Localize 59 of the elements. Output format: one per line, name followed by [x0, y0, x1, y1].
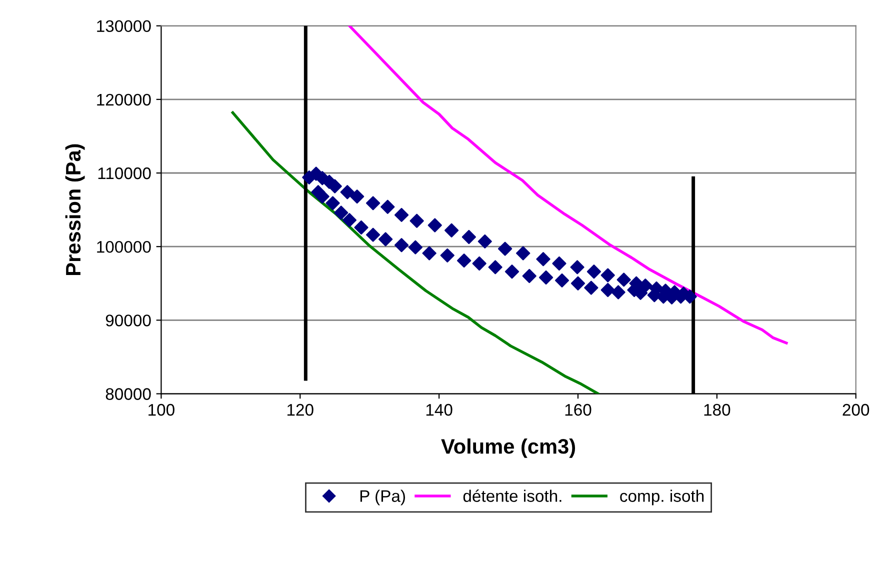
x-axis-title: Volume (cm3)	[441, 438, 576, 458]
legend-label: comp. isoth	[620, 490, 704, 506]
legend-label: détente isoth.	[463, 490, 562, 502]
y-axis-title: Pression (Pa)	[65, 144, 85, 275]
x-tick-label: 200	[842, 404, 870, 416]
point	[586, 264, 602, 279]
point	[611, 285, 626, 300]
point	[328, 179, 342, 194]
point	[498, 242, 512, 256]
point	[570, 276, 586, 290]
x-tick-label: 180	[704, 404, 730, 416]
point	[326, 196, 340, 210]
y-tick-label: 130000	[97, 20, 151, 32]
x-tick-label: 160	[565, 404, 592, 416]
point	[516, 246, 530, 260]
point	[408, 240, 422, 254]
point	[552, 256, 566, 271]
point	[380, 200, 395, 214]
line-series	[231, 111, 600, 394]
point	[616, 272, 631, 287]
point	[378, 232, 393, 246]
point	[394, 238, 409, 252]
x-tick-label: 140	[426, 404, 452, 416]
point	[584, 280, 598, 295]
x-tick-label: 100	[148, 404, 174, 416]
point	[410, 214, 424, 228]
point	[488, 260, 502, 274]
point	[457, 254, 472, 268]
y-tick-label: 110000	[98, 167, 151, 180]
point	[422, 246, 436, 260]
point	[366, 228, 380, 242]
point	[350, 189, 364, 204]
point	[522, 268, 536, 284]
legend-label: P (Pa)	[360, 490, 405, 506]
point	[444, 223, 459, 238]
point	[462, 230, 476, 244]
point	[504, 264, 520, 279]
point	[600, 282, 615, 298]
point	[554, 273, 570, 288]
point	[600, 268, 615, 282]
point	[354, 220, 368, 235]
point	[538, 270, 554, 285]
y-tick-label: 120000	[97, 94, 151, 106]
point	[366, 196, 380, 210]
point	[394, 208, 409, 222]
point	[440, 248, 454, 262]
point	[340, 185, 354, 200]
line-series	[348, 26, 788, 344]
point	[478, 234, 492, 248]
point	[428, 218, 442, 232]
y-tick-label: 90000	[106, 314, 151, 326]
point	[570, 260, 584, 274]
point	[536, 252, 550, 266]
x-tick-label: 120	[287, 404, 314, 416]
point	[334, 206, 348, 220]
y-tick-label: 100000	[97, 240, 151, 253]
point	[472, 256, 486, 271]
y-tick-label: 80000	[106, 388, 151, 400]
point	[342, 213, 356, 228]
